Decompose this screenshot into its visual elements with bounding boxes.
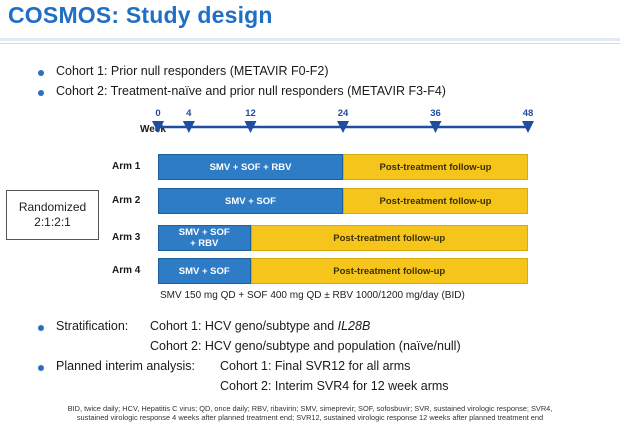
timeline-tick-label: 48 xyxy=(522,108,534,119)
timeline-axis xyxy=(152,121,534,133)
stratification-cohort1: Cohort 1: HCV geno/subtype and IL28B xyxy=(150,319,370,333)
arm-label: Arm 4 xyxy=(112,265,141,276)
stratification-cohort2: Cohort 2: HCV geno/subtype and populatio… xyxy=(150,339,461,353)
dosing-text: SMV 150 mg QD + SOF 400 mg QD ± RBV 1000… xyxy=(160,290,465,301)
timeline-tick-label: 12 xyxy=(245,108,256,119)
treatment-bar: SMV + SOF xyxy=(158,188,343,214)
bullet-icon xyxy=(38,70,44,76)
treatment-bar: SMV + SOF + RBV xyxy=(158,154,343,180)
timeline-marker-icon xyxy=(429,121,442,133)
timeline-marker-icon xyxy=(244,121,257,133)
title-divider xyxy=(0,38,620,50)
timeline-tick-label: 0 xyxy=(155,108,161,119)
cohort2-text: Cohort 2: Treatment-naïve and prior null… xyxy=(56,84,446,98)
timeline-tick-label: 4 xyxy=(186,108,192,119)
timeline-marker-icon xyxy=(152,121,164,133)
cohort1-text: Cohort 1: Prior null responders (METAVIR… xyxy=(56,64,329,78)
arm-label: Arm 1 xyxy=(112,161,141,172)
footnote-line2: sustained virologic response 4 weeks aft… xyxy=(76,413,544,422)
timeline-marker-icon xyxy=(337,121,349,133)
timeline-tick-label: 24 xyxy=(337,108,349,119)
timeline-tick-label: 36 xyxy=(430,108,441,119)
interim-cohort1: Cohort 1: Final SVR12 for all arms xyxy=(220,359,411,373)
randomization-box: Randomized 2:1:2:1 xyxy=(6,190,99,240)
bullet-icon xyxy=(38,325,44,331)
stratification-cohort1-text: Cohort 1: HCV geno/subtype and xyxy=(150,319,338,333)
followup-bar: Post-treatment follow-up xyxy=(343,154,528,180)
followup-bar: Post-treatment follow-up xyxy=(343,188,528,214)
arm-label: Arm 2 xyxy=(112,195,141,206)
treatment-bar: SMV + SOF + RBV xyxy=(158,225,251,251)
page-title: COSMOS: Study design xyxy=(8,2,273,28)
timeline-marker-icon xyxy=(522,121,534,133)
bullet-icon xyxy=(38,365,44,371)
treatment-bar-line2: + RBV xyxy=(190,238,219,249)
arm-label: Arm 3 xyxy=(112,232,141,243)
timeline-marker-icon xyxy=(182,121,195,133)
stratification-cohort1-gene: IL28B xyxy=(337,319,371,333)
treatment-bar: SMV + SOF xyxy=(158,258,251,284)
week-axis-label: Week xyxy=(140,124,166,135)
stratification-label: Stratification: xyxy=(56,319,129,333)
randomization-ratio: 2:1:2:1 xyxy=(34,215,71,229)
randomized-label: Randomized xyxy=(18,200,87,214)
followup-bar: Post-treatment follow-up xyxy=(250,225,528,251)
treatment-bar-line1: SMV + SOF xyxy=(178,227,230,238)
followup-bar: Post-treatment follow-up xyxy=(250,258,528,284)
interim-label: Planned interim analysis: xyxy=(56,359,195,373)
interim-cohort2: Cohort 2: Interim SVR4 for 12 week arms xyxy=(220,379,449,393)
bullet-icon xyxy=(38,90,44,96)
footnote-line1: BID, twice daily; HCV, Hepatitis C virus… xyxy=(67,404,553,413)
